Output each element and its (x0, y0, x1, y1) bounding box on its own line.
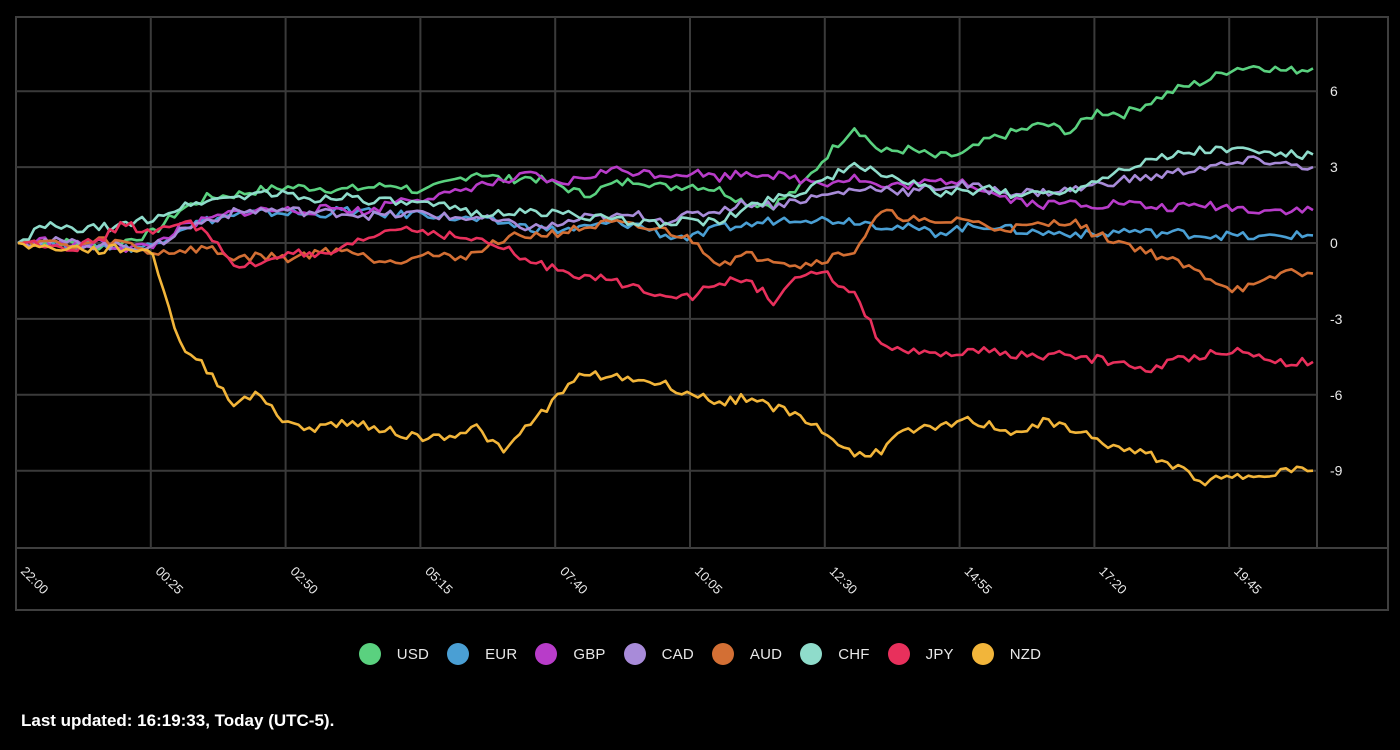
series-line-nzd (17, 241, 1314, 487)
x-tick-label: 02:50 (287, 564, 321, 598)
legend-dot-icon (358, 643, 381, 665)
y-tick-label: -3 (1330, 311, 1343, 327)
legend-label: EUR (485, 645, 518, 663)
line-chart: 6 3 0 -3 -6 -9 22:00 00:25 02:50 05:15 07:40 10:05… (15, 16, 1389, 611)
legend-item-cad[interactable]: CAD (623, 643, 694, 665)
y-tick-label: 3 (1330, 159, 1338, 175)
y-tick-label: 6 (1330, 83, 1338, 99)
legend-label: CAD (661, 645, 694, 663)
x-tick-label: 10:05 (692, 564, 726, 598)
legend-dot-icon (711, 643, 734, 665)
series-line-chf (17, 145, 1314, 245)
x-tick-label: 12:30 (827, 564, 861, 598)
legend-dot-icon (623, 643, 646, 665)
legend-item-gbp[interactable]: GBP (535, 643, 605, 665)
legend-dot-icon (800, 643, 823, 665)
legend-dot-icon (887, 643, 910, 665)
legend-dot-icon (447, 643, 470, 665)
series-line-jpy (18, 219, 1314, 374)
chart-grid (15, 16, 1389, 611)
x-axis-ticks: 22:00 00:25 02:50 05:15 07:40 10:05 12:30 14:55… (18, 564, 1265, 598)
y-tick-label: -9 (1330, 463, 1343, 479)
legend-label: JPY (925, 645, 954, 663)
legend-item-usd[interactable]: USD (358, 643, 430, 665)
chart-container: 6 3 0 -3 -6 -9 22:00 00:25 02:50 05:15 07:40 10:05… (15, 16, 1389, 611)
chart-legend: USD EUR GBP CAD AUD CHF JPY NZD (0, 643, 1400, 665)
legend-label: USD (396, 645, 430, 663)
legend-label: CHF (838, 645, 870, 663)
y-tick-label: -6 (1330, 387, 1343, 403)
x-tick-label: 07:40 (557, 564, 591, 598)
x-tick-label: 00:25 (153, 564, 187, 598)
x-tick-label: 14:55 (961, 564, 995, 598)
x-tick-label: 05:15 (422, 564, 456, 598)
legend-item-chf[interactable]: CHF (800, 643, 869, 665)
series-line-aud (17, 208, 1314, 294)
legend-item-eur[interactable]: EUR (447, 643, 517, 665)
x-tick-label: 22:00 (18, 564, 52, 598)
legend-item-aud[interactable]: AUD (711, 643, 783, 665)
legend-dot-icon (535, 643, 558, 665)
legend-dot-icon (971, 643, 994, 665)
chart-series (17, 65, 1314, 487)
legend-item-jpy[interactable]: JPY (887, 643, 954, 665)
legend-label: AUD (749, 645, 783, 663)
x-tick-label: 19:45 (1231, 564, 1265, 598)
x-tick-label: 17:20 (1096, 564, 1130, 598)
legend-item-nzd[interactable]: NZD (971, 643, 1042, 665)
y-tick-label: 0 (1330, 235, 1338, 251)
legend-label: NZD (1009, 645, 1042, 663)
y-axis-ticks: 6 3 0 -3 -6 -9 (1330, 83, 1343, 479)
legend-label: GBP (573, 645, 606, 663)
last-updated-text: Last updated: 16:19:33, Today (UTC-5). (21, 711, 335, 730)
